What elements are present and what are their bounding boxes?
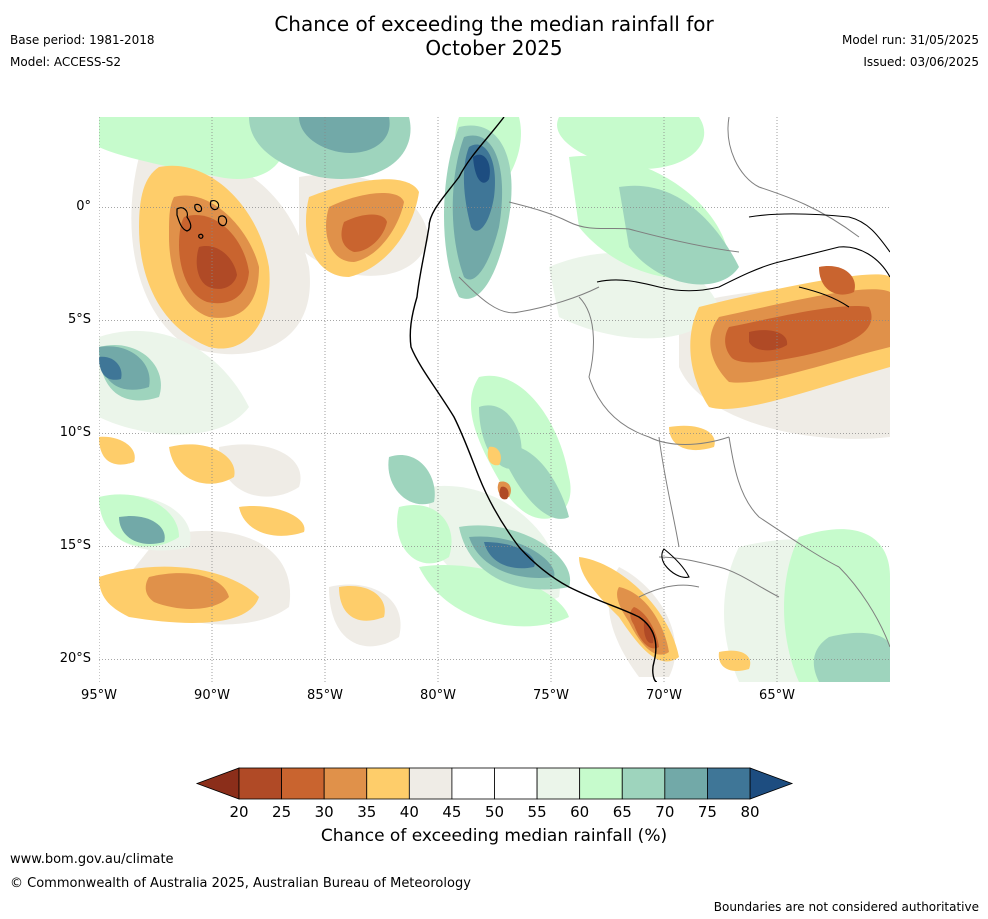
lake-titicaca <box>661 548 690 578</box>
colorbar-segment-0 <box>238 767 282 800</box>
deep-blue-zone <box>473 154 490 183</box>
colorbar-tick-8: 60 <box>570 803 589 821</box>
colorbar-tick-12: 80 <box>740 803 759 821</box>
colorbar-segment-11 <box>707 767 751 800</box>
copyright: © Commonwealth of Australia 2025, Austra… <box>10 876 471 891</box>
colorbar-segment-5 <box>451 767 495 800</box>
map-title: Chance of exceeding the median rainfall … <box>0 12 988 60</box>
base-period: Base period: 1981-2018 <box>10 33 155 47</box>
colorbar-segment-10 <box>664 767 708 800</box>
colorbar-high-arrow <box>749 767 794 800</box>
lat-tick-label-0: 0° <box>76 199 91 215</box>
brown-zones <box>196 246 788 644</box>
colorbar-segment-4 <box>408 767 453 800</box>
colorbar-tick-1: 25 <box>272 803 291 821</box>
colorbar-low-arrow <box>195 767 240 800</box>
colorbar-tick-6: 50 <box>485 803 504 821</box>
colorbar-segment-6 <box>494 767 538 800</box>
colorbar-tick-2: 30 <box>315 803 334 821</box>
rainfall-map <box>99 117 890 682</box>
colorbar-tick-4: 40 <box>400 803 419 821</box>
issued-date: Issued: 03/06/2025 <box>863 55 979 69</box>
lon-tick-label-1: 90°W <box>194 688 230 703</box>
lon-tick-label-4: 75°W <box>533 688 569 703</box>
colorbar-segment-1 <box>281 767 325 800</box>
colorbar-tick-5: 45 <box>442 803 461 821</box>
lon-tick-label-6: 65°W <box>759 688 795 703</box>
colorbar-segment-9 <box>621 767 666 800</box>
lon-tick-label-3: 80°W <box>420 688 456 703</box>
disclaimer: Boundaries are not considered authoritat… <box>713 900 979 914</box>
lat-tick-label-4: 20°S <box>59 651 91 667</box>
colorbar-segment-7 <box>536 767 581 800</box>
lat-tick-label-2: 10°S <box>59 425 91 441</box>
lat-tick-label-1: 5°S <box>67 312 91 328</box>
meta-right: Model run: 31/05/2025 Issued: 03/06/2025 <box>842 32 979 76</box>
model-name: Model: ACCESS-S2 <box>10 55 122 69</box>
colorbar-tick-11: 75 <box>698 803 717 821</box>
galapagos-islands <box>176 200 228 239</box>
title-line-1: Chance of exceeding the median rainfall … <box>274 12 714 36</box>
website-link[interactable]: www.bom.gov.au/climate <box>10 852 174 867</box>
lon-tick-label-2: 85°W <box>307 688 343 703</box>
coastline <box>409 117 658 682</box>
lon-tick-label-0: 95°W <box>81 688 117 703</box>
lat-tick-label-3: 15°S <box>59 538 91 554</box>
title-line-2: October 2025 <box>425 36 563 60</box>
colorbar-tick-0: 20 <box>229 803 248 821</box>
colorbar-segment-3 <box>366 767 410 800</box>
grid-lines-group <box>99 117 890 682</box>
colorbar: 20 25 30 35 40 45 50 55 60 65 70 75 80 <box>195 767 794 821</box>
colorbar-segment-2 <box>323 767 368 800</box>
rivers <box>596 213 890 308</box>
blue-zones <box>99 144 535 569</box>
colorbar-tick-9: 65 <box>613 803 632 821</box>
colorbar-tick-7: 55 <box>528 803 547 821</box>
colorbar-segment-8 <box>579 767 623 800</box>
colorbar-tick-10: 70 <box>655 803 674 821</box>
colorbar-label: Chance of exceeding median rainfall (%) <box>320 826 668 846</box>
country-borders <box>458 117 890 648</box>
model-run: Model run: 31/05/2025 <box>841 33 979 47</box>
lon-tick-label-5: 70°W <box>646 688 682 703</box>
colorbar-tick-3: 35 <box>357 803 376 821</box>
meta-left: Base period: 1981-2018 Model: ACCESS-S2 <box>10 32 155 76</box>
